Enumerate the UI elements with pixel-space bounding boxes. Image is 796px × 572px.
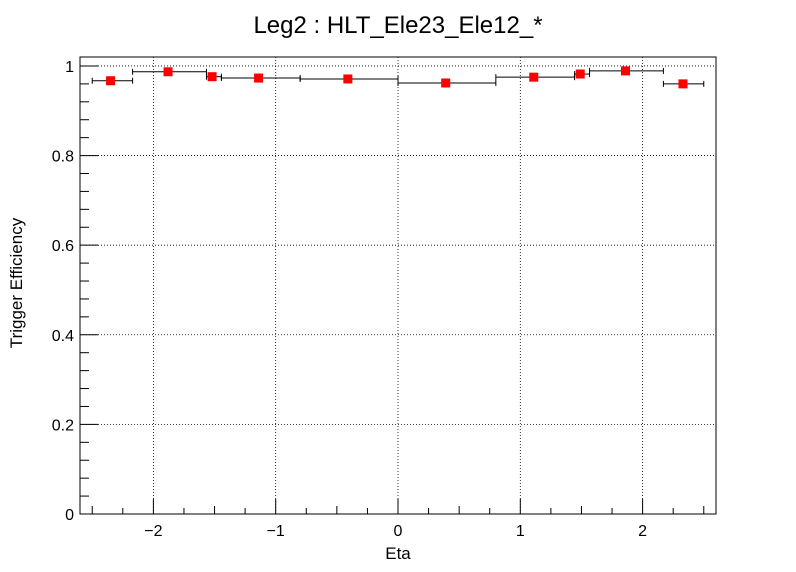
grid-lines [80,57,716,514]
x-tick-label: 2 [638,523,647,540]
data-point [589,66,664,76]
y-tick-label: 0.2 [52,417,74,434]
chart-title: Leg2 : HLT_Ele23_Ele12_* [253,12,542,39]
y-tick-label: 0 [65,507,74,524]
data-point [495,72,576,82]
y-tick-label: 0.4 [52,328,74,345]
data-marker [575,69,585,79]
x-tick-label: 0 [394,523,403,540]
data-point [574,69,591,79]
data-marker [254,73,264,83]
data-point [662,79,705,89]
data-marker [529,72,539,82]
data-marker [441,78,451,88]
data-point [220,73,301,83]
y-tick-label: 0.6 [52,238,74,255]
x-axis-label: Eta [385,544,411,563]
data-marker [163,67,173,77]
data-point [132,67,207,77]
data-points [91,66,705,89]
data-marker [620,66,630,76]
data-marker [343,74,353,84]
x-tick-label: 1 [516,523,525,540]
x-tick-label: −2 [144,523,162,540]
y-axis-label: Trigger Efficiency [7,217,26,348]
y-tick-label: 1 [65,59,74,76]
data-marker [207,72,217,82]
x-tick-label: −1 [267,523,285,540]
data-point [299,74,399,84]
data-point [397,78,497,88]
data-marker [106,76,116,86]
data-marker [678,79,688,89]
axes: −2 −1 0 1 2 0 0.2 0.4 0.6 0.8 1 [52,59,705,540]
data-point [91,76,134,86]
data-point [205,72,222,82]
y-tick-label: 0.8 [52,149,74,166]
